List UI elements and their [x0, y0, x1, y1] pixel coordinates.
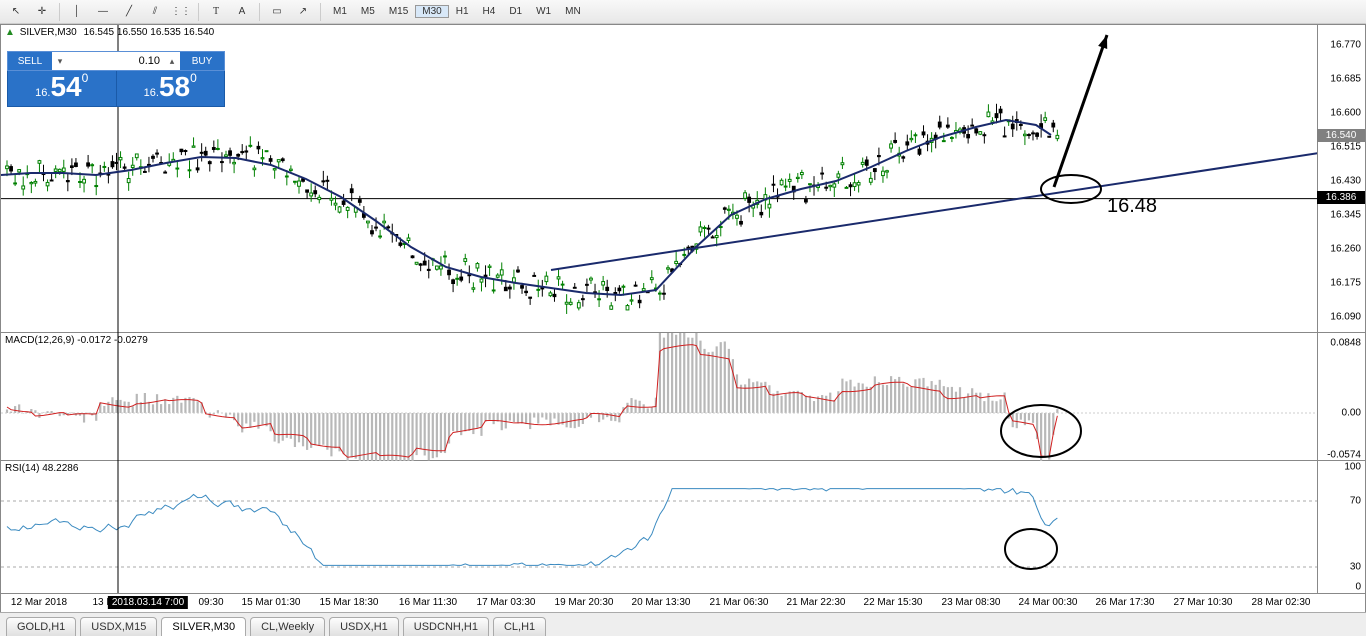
- price-tick: 16.685: [1330, 74, 1361, 85]
- volume-input[interactable]: 0.10: [68, 55, 164, 67]
- macd-tick: -0.0574: [1327, 450, 1361, 461]
- time-tick: 27 Mar 10:30: [1174, 597, 1233, 608]
- timeframe-m1[interactable]: M1: [326, 5, 354, 18]
- hline-tool[interactable]: —: [91, 2, 115, 22]
- time-axis: 12 Mar 201813 Mar2018.03.14 7:0009:3015 …: [1, 593, 1365, 613]
- time-tick: 21 Mar 06:30: [710, 597, 769, 608]
- time-tick: 21 Mar 22:30: [787, 597, 846, 608]
- price-tag: 16.540: [1317, 129, 1365, 142]
- time-tick: 09:30: [198, 597, 223, 608]
- symbol-ohlc: 16.545 16.550 16.535 16.540: [84, 27, 215, 38]
- price-pane[interactable]: ▲ SILVER,M30 16.545 16.550 16.535 16.540…: [1, 25, 1365, 333]
- chart-tab[interactable]: USDX,H1: [329, 617, 399, 636]
- price-tick: 16.515: [1330, 142, 1361, 153]
- chart-area: ▲ SILVER,M30 16.545 16.550 16.535 16.540…: [0, 24, 1366, 612]
- separator: [198, 3, 199, 21]
- time-tick: 28 Mar 02:30: [1252, 597, 1311, 608]
- bid-price[interactable]: 16. 54 0: [7, 71, 116, 107]
- chart-tab[interactable]: USDX,M15: [80, 617, 157, 636]
- one-click-trade-panel: SELL ▾ 0.10 ▴ BUY 16. 54 0 16.: [7, 51, 225, 107]
- price-annotation-text: 16.48: [1107, 195, 1157, 218]
- timeframe-w1[interactable]: W1: [529, 5, 558, 18]
- separator: [259, 3, 260, 21]
- time-tick: 19 Mar 20:30: [555, 597, 614, 608]
- rsi-tick: 0: [1355, 582, 1361, 593]
- chart-tab[interactable]: USDCNH,H1: [403, 617, 489, 636]
- channel-tool[interactable]: ⫽: [143, 2, 167, 22]
- buy-button[interactable]: BUY: [180, 52, 224, 70]
- macd-chart: [1, 333, 1319, 461]
- time-tick: 23 Mar 08:30: [942, 597, 1001, 608]
- arrows-tool[interactable]: ↗: [291, 2, 315, 22]
- time-tick: 20 Mar 13:30: [632, 597, 691, 608]
- time-tick: 22 Mar 15:30: [864, 597, 923, 608]
- timeframe-h1[interactable]: H1: [449, 5, 476, 18]
- time-tick: 15 Mar 01:30: [242, 597, 301, 608]
- up-triangle-icon: ▲: [5, 27, 15, 38]
- crosshair-tool[interactable]: ✛: [30, 2, 54, 22]
- sell-button[interactable]: SELL: [8, 52, 52, 70]
- volume-down-button[interactable]: ▾: [52, 56, 68, 67]
- price-tag: 16.386: [1317, 191, 1365, 204]
- price-tick: 16.600: [1330, 108, 1361, 119]
- trendline-tool[interactable]: ╱: [117, 2, 141, 22]
- chart-tab[interactable]: CL,Weekly: [250, 617, 325, 636]
- rsi-tick: 30: [1350, 562, 1361, 573]
- symbol-name: SILVER,M30: [20, 27, 77, 38]
- macd-pane[interactable]: MACD(12,26,9) -0.0172 -0.0279 0.0848 0.00…: [1, 333, 1365, 461]
- timeframe-m30[interactable]: M30: [415, 5, 448, 18]
- ask-price[interactable]: 16. 58 0: [116, 71, 226, 107]
- price-y-axis: 16.770 16.685 16.600 16.515 16.430 16.345 16.2…: [1317, 25, 1365, 332]
- price-tick: 16.345: [1330, 210, 1361, 221]
- chart-tab[interactable]: GOLD,H1: [6, 617, 76, 636]
- volume-up-button[interactable]: ▴: [164, 56, 180, 67]
- timeframe-m5[interactable]: M5: [354, 5, 382, 18]
- macd-y-axis: 0.0848 0.00 -0.0574: [1317, 333, 1365, 460]
- price-tick: 16.260: [1330, 244, 1361, 255]
- separator: [320, 3, 321, 21]
- time-tick: 16 Mar 11:30: [399, 597, 457, 608]
- time-tick: 15 Mar 18:30: [320, 597, 379, 608]
- fibo-tool[interactable]: ⋮⋮: [169, 2, 193, 22]
- text-tool[interactable]: T: [204, 2, 228, 22]
- rsi-tick: 70: [1350, 496, 1361, 507]
- timeframe-h4[interactable]: H4: [476, 5, 503, 18]
- timeframe-mn[interactable]: MN: [558, 5, 588, 18]
- chart-tab[interactable]: SILVER,M30: [161, 617, 246, 636]
- time-tick: 26 Mar 17:30: [1096, 597, 1155, 608]
- macd-tick: 0.00: [1342, 408, 1361, 419]
- price-tick: 16.770: [1330, 40, 1361, 51]
- symbol-label: ▲ SILVER,M30 16.545 16.550 16.535 16.540: [5, 27, 214, 38]
- rsi-tick: 100: [1344, 462, 1361, 473]
- price-tick: 16.090: [1330, 312, 1361, 323]
- rsi-chart: [1, 461, 1319, 593]
- price-tick: 16.175: [1330, 278, 1361, 289]
- label-tool[interactable]: A: [230, 2, 254, 22]
- time-tick: 2018.03.14 7:00: [108, 596, 188, 609]
- timeframe-d1[interactable]: D1: [502, 5, 529, 18]
- timeframe-m15[interactable]: M15: [382, 5, 415, 18]
- separator: [59, 3, 60, 21]
- rsi-label: RSI(14) 48.2286: [5, 463, 78, 474]
- rsi-pane[interactable]: RSI(14) 48.2286 100 70 30 0: [1, 461, 1365, 593]
- chart-tab[interactable]: CL,H1: [493, 617, 546, 636]
- price-tick: 16.430: [1330, 176, 1361, 187]
- shapes-tool[interactable]: ▭: [265, 2, 289, 22]
- cursor-tool[interactable]: ↖: [4, 2, 28, 22]
- time-tick: 24 Mar 00:30: [1019, 597, 1078, 608]
- time-tick: 12 Mar 2018: [11, 597, 67, 608]
- macd-label: MACD(12,26,9) -0.0172 -0.0279: [5, 335, 148, 346]
- drawing-toolbar: ↖ ✛ │ — ╱ ⫽ ⋮⋮ T A ▭ ↗ M1M5M15M30H1H4D1W…: [0, 0, 1366, 24]
- macd-tick: 0.0848: [1330, 338, 1361, 349]
- chart-tabs: GOLD,H1USDX,M15SILVER,M30CL,WeeklyUSDX,H…: [0, 612, 1366, 636]
- rsi-y-axis: 100 70 30 0: [1317, 461, 1365, 593]
- vline-tool[interactable]: │: [65, 2, 89, 22]
- time-tick: 17 Mar 03:30: [477, 597, 536, 608]
